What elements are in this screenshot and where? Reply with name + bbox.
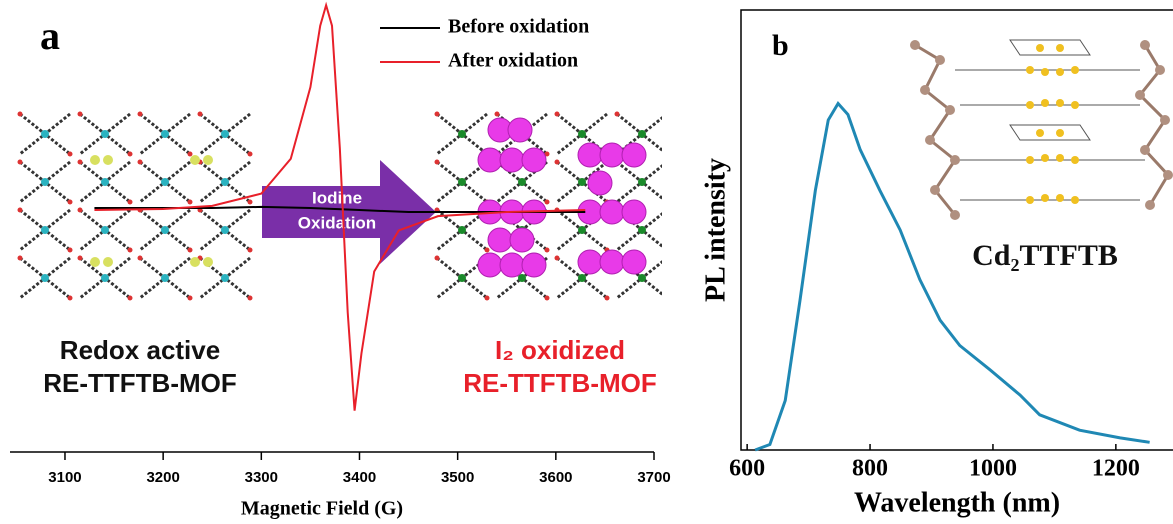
- x-tick-label: 1000: [969, 456, 1017, 482]
- x-tick-label: 3400: [343, 469, 376, 486]
- panel-label: b: [772, 29, 789, 62]
- y-axis-label: PL intensity: [700, 158, 731, 302]
- x-axis-label: Magnetic Field (G): [241, 498, 403, 520]
- annotation: RE-TTFTB-MOF: [463, 368, 657, 398]
- x-tick-label: 3500: [441, 469, 474, 486]
- x-tick-label: 3300: [245, 469, 278, 486]
- annotation: Redox active: [60, 335, 220, 365]
- axis-frame: [741, 10, 1173, 450]
- figure: 3100 3200 3300 3400 3500 3600 3700 Magnetic Fie…: [0, 0, 1173, 524]
- annotation: Iodine: [312, 188, 362, 207]
- x-tick-label: 1200: [1092, 456, 1140, 482]
- line-series: [755, 104, 1150, 451]
- x-tick-label: 3200: [146, 469, 179, 486]
- annotation: RE-TTFTB-MOF: [43, 368, 237, 398]
- legend-label: Before oxidation: [448, 16, 589, 38]
- legend-label: After oxidation: [448, 50, 578, 72]
- x-tick-label: 3100: [48, 469, 81, 486]
- x-tick-label: 3600: [539, 469, 572, 486]
- annotation: Cd₂TTFTB: [972, 239, 1118, 272]
- annotation: Oxidation: [298, 213, 376, 232]
- x-tick-label: 600: [729, 456, 765, 482]
- panel-label: a: [40, 13, 60, 58]
- x-tick-label: 800: [852, 456, 888, 482]
- annotation: I₂ oxidized: [495, 335, 625, 365]
- crystal-illustration: [910, 40, 1173, 220]
- x-tick-label: 3700: [637, 469, 670, 486]
- x-axis-label: Wavelength (nm): [854, 487, 1060, 518]
